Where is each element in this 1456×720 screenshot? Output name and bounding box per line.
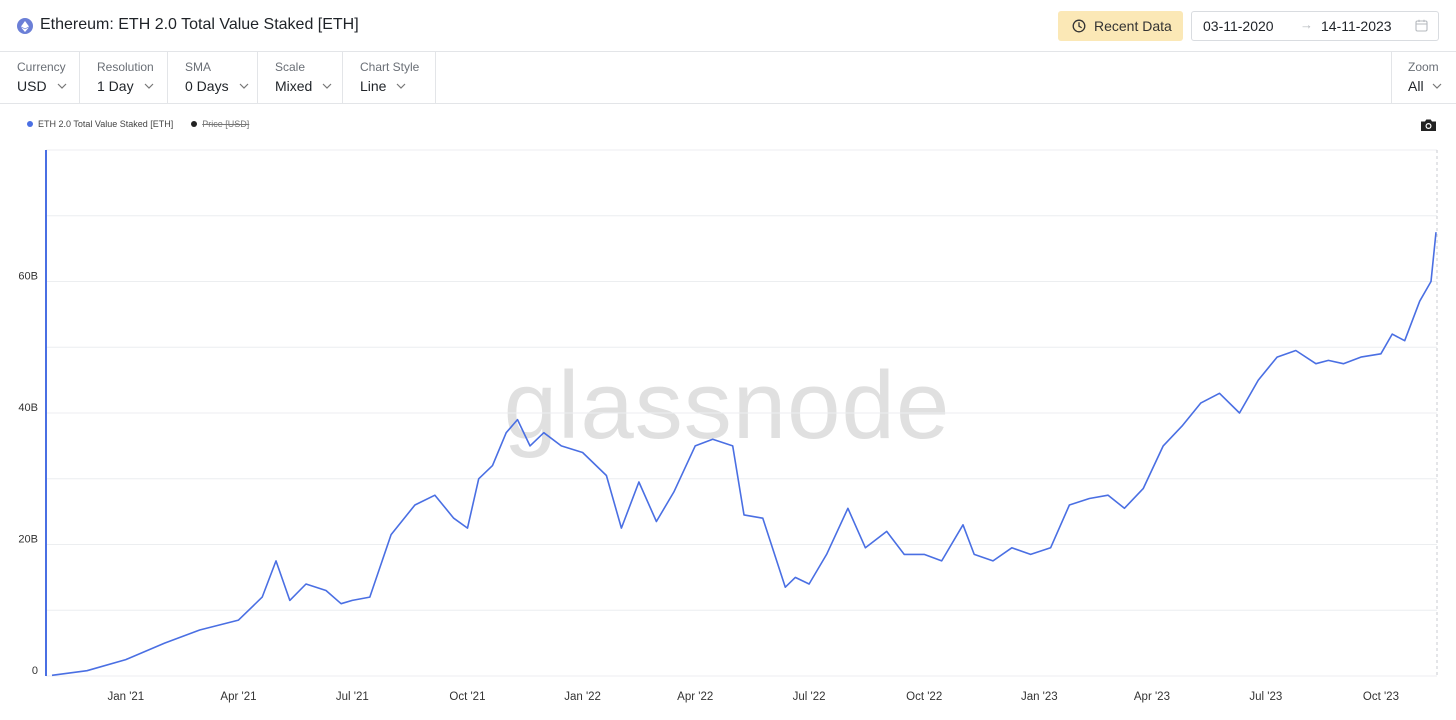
x-tick-label: Apr '21	[220, 691, 256, 703]
chart-style-select[interactable]: Chart Style Line	[343, 52, 436, 103]
zoom-value: All	[1408, 78, 1424, 94]
y-tick-label: 20B	[18, 534, 38, 546]
date-range-picker[interactable]: 03-11-2020 → 14-11-2023	[1191, 11, 1439, 41]
chevron-down-icon	[397, 83, 406, 89]
scale-label: Scale	[275, 60, 306, 74]
currency-select[interactable]: Currency USD	[0, 52, 80, 103]
chevron-down-icon	[1432, 83, 1441, 89]
resolution-value: 1 Day	[97, 78, 134, 94]
chevron-down-icon	[144, 83, 154, 89]
resolution-label: Resolution	[97, 60, 154, 74]
legend-item-staked[interactable]: ETH 2.0 Total Value Staked [ETH]	[27, 119, 173, 129]
legend-label-price: Price [USD]	[202, 119, 250, 129]
x-axis-ticks: Jan '21 Apr '21 Jul '21 Oct '21 Jan '22 Apr '…	[107, 691, 1399, 703]
title-bar: Ethereum: ETH 2.0 Total Value Staked [ET…	[0, 0, 1456, 52]
chart-controls: Currency USD Resolution 1 Day SMA 0 Days…	[0, 52, 1456, 104]
watermark: glassnode	[504, 352, 951, 459]
legend-dot	[27, 121, 33, 127]
resolution-select[interactable]: Resolution 1 Day	[80, 52, 168, 103]
sma-value: 0 Days	[185, 78, 229, 94]
y-tick-label: 40B	[18, 402, 38, 414]
line-chart: glassnode 0 20B 40B 60B Jan '21 Apr '21 Jul '…	[18, 149, 1438, 703]
page-title: Ethereum: ETH 2.0 Total Value Staked [ET…	[40, 16, 359, 33]
scale-value: Mixed	[275, 78, 313, 94]
legend-dot	[191, 121, 198, 127]
series-line-staked[interactable]	[51, 232, 1437, 677]
clock-icon	[1072, 19, 1086, 33]
y-tick-label: 60B	[18, 271, 38, 283]
x-tick-label: Apr '22	[677, 691, 713, 703]
date-arrow: →	[1300, 17, 1313, 32]
chevron-down-icon	[57, 83, 66, 89]
x-tick-label: Oct '21	[449, 691, 485, 703]
scale-select[interactable]: Scale Mixed	[258, 52, 343, 103]
sma-select[interactable]: SMA 0 Days	[168, 52, 258, 103]
y-axis-ticks: 0 20B 40B 60B	[18, 271, 38, 678]
chevron-down-icon	[322, 83, 332, 89]
date-from[interactable]: 03-11-2020	[1203, 18, 1274, 34]
currency-label: Currency	[17, 60, 66, 74]
zoom-label: Zoom	[1408, 60, 1439, 74]
legend-label-staked: ETH 2.0 Total Value Staked [ETH]	[38, 119, 174, 129]
recent-data-button[interactable]: Recent Data	[1058, 11, 1183, 41]
x-tick-label: Jul '23	[1249, 691, 1282, 703]
legend-item-price[interactable]: Price [USD]	[191, 119, 249, 129]
chart-style-label: Chart Style	[360, 60, 420, 74]
x-tick-label: Jan '23	[1021, 691, 1058, 703]
x-tick-label: Oct '22	[906, 691, 942, 703]
sma-label: SMA	[185, 60, 212, 74]
x-tick-label: Jul '21	[336, 691, 369, 703]
gridlines	[46, 149, 1437, 677]
calendar-icon[interactable]	[1415, 19, 1428, 35]
x-tick-label: Jul '22	[793, 691, 826, 703]
x-tick-label: Jan '22	[564, 691, 601, 703]
currency-value: USD	[17, 78, 47, 94]
recent-data-label: Recent Data	[1094, 18, 1172, 34]
x-tick-label: Apr '23	[1134, 691, 1170, 703]
chart-style-value: Line	[360, 78, 387, 94]
ethereum-icon	[17, 18, 33, 34]
camera-icon[interactable]	[1420, 118, 1437, 137]
zoom-select[interactable]: Zoom All	[1391, 52, 1456, 103]
date-to[interactable]: 14-11-2023	[1321, 18, 1392, 34]
chart-legend: ETH 2.0 Total Value Staked [ETH] Price […	[27, 119, 249, 129]
y-tick-label: 0	[32, 665, 38, 677]
chevron-down-icon	[239, 83, 249, 89]
x-tick-label: Oct '23	[1363, 691, 1399, 703]
x-tick-label: Jan '21	[107, 691, 144, 703]
